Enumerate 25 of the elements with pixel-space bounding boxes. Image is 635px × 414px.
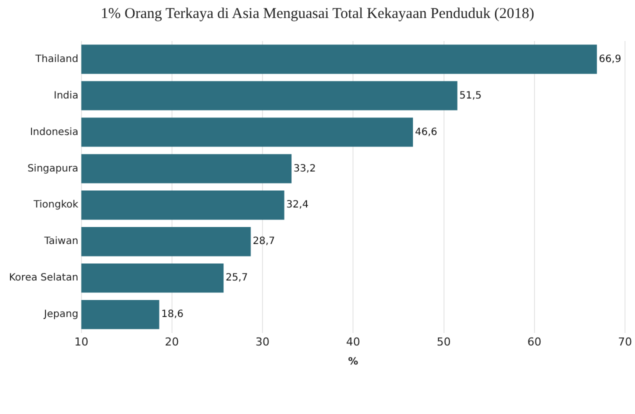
y-tick-label: Singapura xyxy=(27,163,78,174)
data-label: 51,5 xyxy=(459,90,482,102)
x-axis-title: % xyxy=(348,356,358,368)
y-tick-label: Jepang xyxy=(43,309,78,320)
chart-title: 1% Orang Terkaya di Asia Menguasai Total Kekayaan Penduduk (2018) xyxy=(100,6,536,23)
x-tick-label: 60 xyxy=(527,335,542,348)
x-tick-label: 20 xyxy=(164,335,179,348)
y-tick-label: Indonesia xyxy=(30,126,78,138)
x-tick-label: 50 xyxy=(436,335,451,348)
y-tick-label: Korea Selatan xyxy=(8,272,78,284)
data-label: 66,9 xyxy=(598,54,622,65)
y-tick-label: Taiwan xyxy=(43,236,78,248)
y-tick-label: Thailand xyxy=(34,54,78,65)
data-label: 33,2 xyxy=(294,163,316,174)
x-tick-label: 10 xyxy=(74,335,88,348)
data-label: 32,4 xyxy=(286,200,309,211)
data-label: 28,7 xyxy=(252,236,276,248)
x-tick-label: 30 xyxy=(256,335,270,348)
data-label: 25,7 xyxy=(226,272,248,284)
data-label: 18,6 xyxy=(161,309,184,320)
x-tick-label: 40 xyxy=(346,335,360,348)
x-tick-label: 70 xyxy=(618,335,632,348)
y-tick-label: India xyxy=(54,90,78,102)
y-tick-label: Tiongkok xyxy=(32,200,79,211)
data-label: 46,6 xyxy=(414,126,438,138)
